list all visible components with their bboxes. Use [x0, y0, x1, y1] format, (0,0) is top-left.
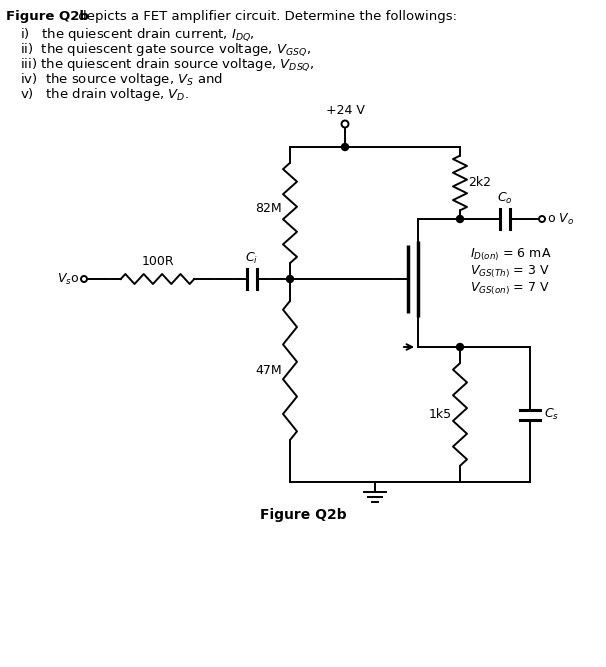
Circle shape — [456, 215, 464, 223]
Text: Figure Q2b: Figure Q2b — [6, 10, 89, 23]
Text: $V_{GS(Th)}$ = 3 V: $V_{GS(Th)}$ = 3 V — [470, 264, 550, 280]
Text: +24 V: +24 V — [325, 104, 364, 117]
Circle shape — [456, 344, 464, 350]
Circle shape — [287, 275, 293, 283]
Text: i)   the quiescent drain current, $I_{DQ}$,: i) the quiescent drain current, $I_{DQ}$… — [20, 26, 255, 43]
Text: $C_i$: $C_i$ — [245, 251, 258, 266]
Text: $V_{GS(on)}$ = 7 V: $V_{GS(on)}$ = 7 V — [470, 281, 550, 297]
Text: $I_{D(on)}$ = 6 mA: $I_{D(on)}$ = 6 mA — [470, 247, 551, 263]
Text: 2k2: 2k2 — [468, 177, 491, 189]
Text: ii)  the quiescent gate source voltage, $V_{GSQ}$,: ii) the quiescent gate source voltage, $… — [20, 41, 311, 58]
Text: 47M: 47M — [255, 364, 282, 377]
Text: Figure Q2b: Figure Q2b — [260, 508, 346, 522]
Text: o $V_o$: o $V_o$ — [547, 211, 574, 227]
Text: $V_s$o: $V_s$o — [56, 271, 79, 287]
Text: 82M: 82M — [255, 201, 282, 215]
Circle shape — [342, 143, 348, 151]
Text: 100R: 100R — [141, 255, 174, 268]
Text: $C_o$: $C_o$ — [497, 191, 513, 206]
Text: iv)  the source voltage, $V_S$ and: iv) the source voltage, $V_S$ and — [20, 71, 223, 88]
Text: iii) the quiescent drain source voltage, $V_{DSQ}$,: iii) the quiescent drain source voltage,… — [20, 56, 315, 73]
Text: depicts a FET amplifier circuit. Determine the followings:: depicts a FET amplifier circuit. Determi… — [74, 10, 457, 23]
Text: $C_s$: $C_s$ — [544, 407, 559, 422]
Text: v)   the drain voltage, $V_D$.: v) the drain voltage, $V_D$. — [20, 86, 189, 103]
Text: 1k5: 1k5 — [429, 408, 452, 421]
